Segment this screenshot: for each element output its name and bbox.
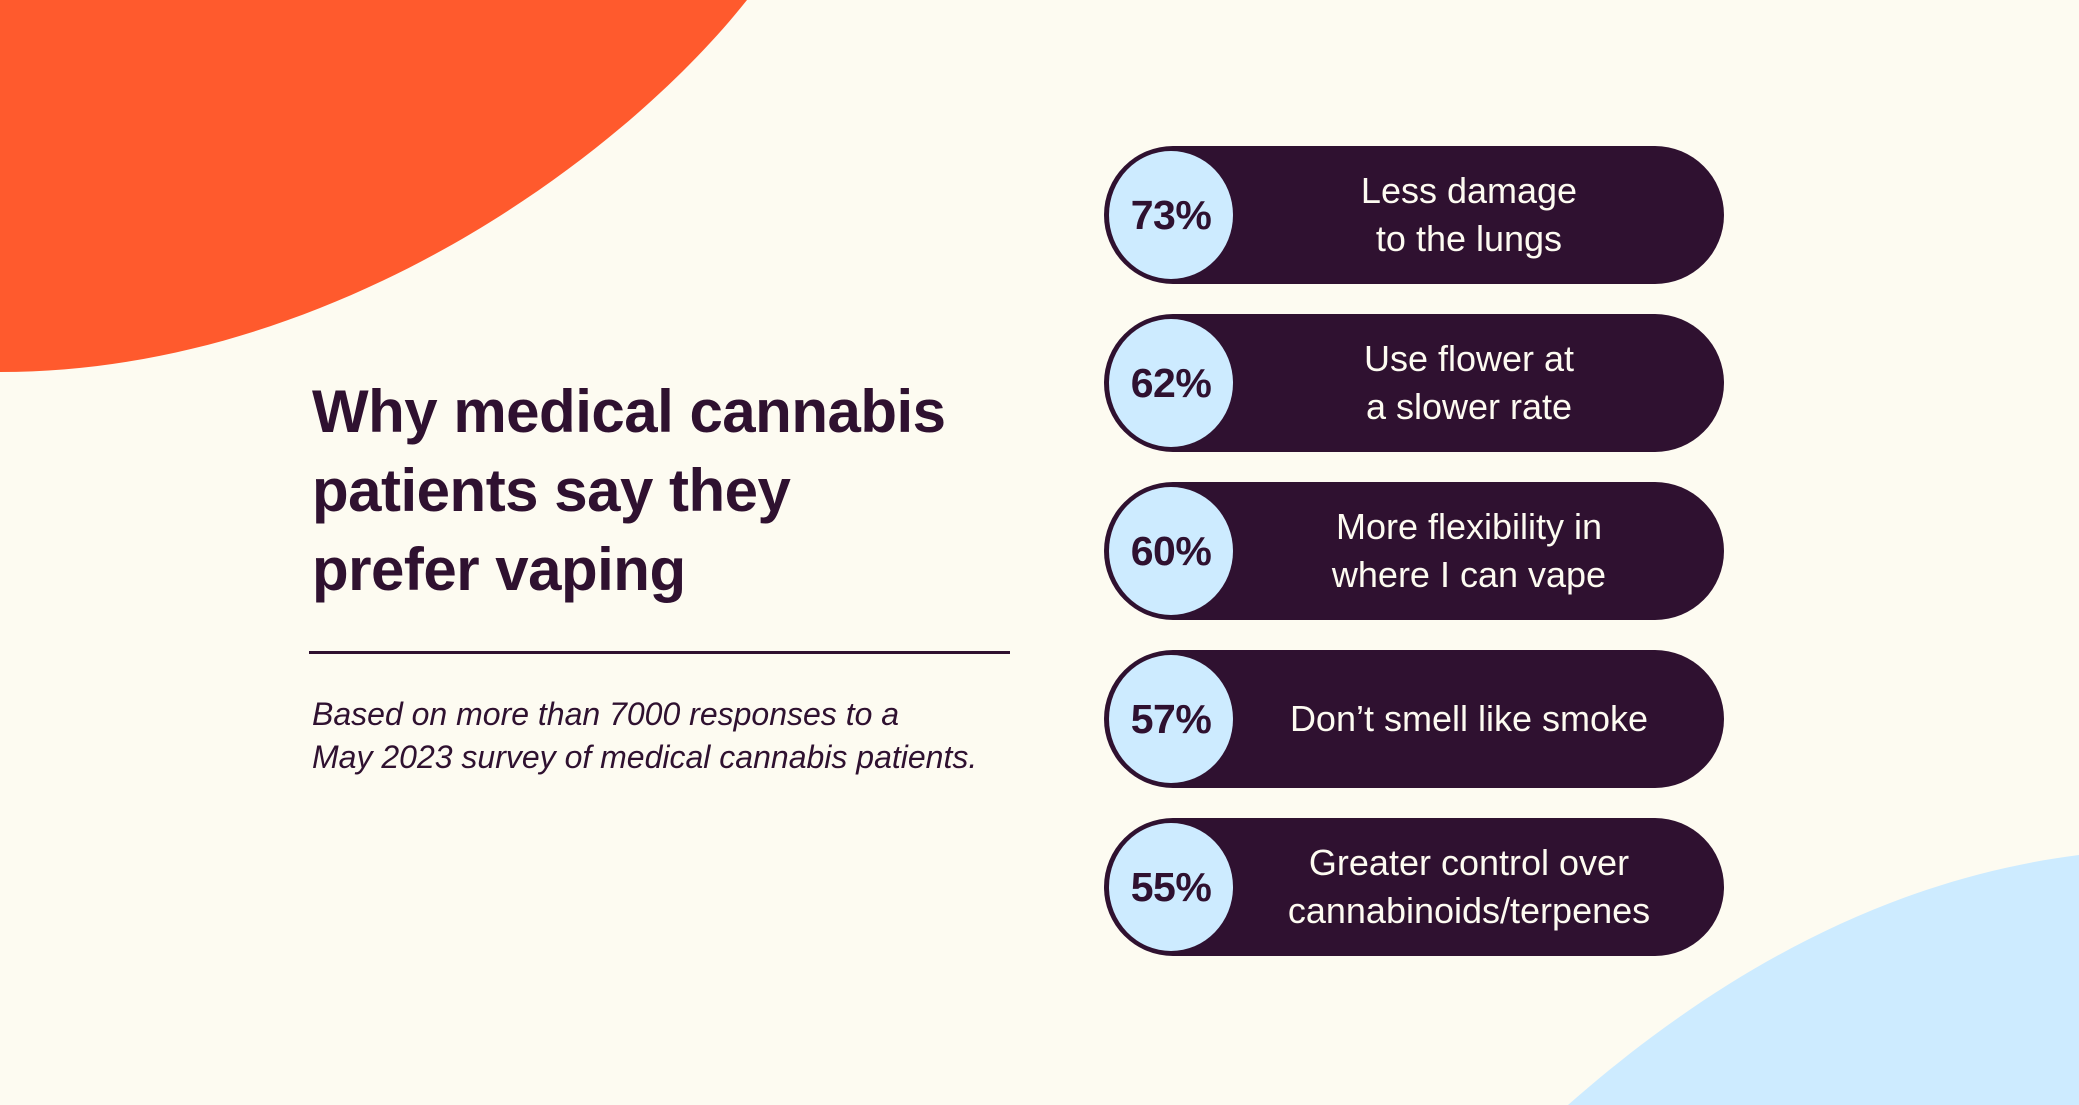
- survey-note: Based on more than 7000 responses to a M…: [312, 693, 1072, 779]
- reason-text: Less damage to the lungs: [1244, 146, 1694, 284]
- reason-line: where I can vape: [1331, 554, 1607, 595]
- reason-pill: 62% Use flower at a slower rate: [1104, 314, 1724, 452]
- percent-badge: 62%: [1109, 319, 1233, 447]
- title-line: patients say they: [312, 457, 791, 524]
- reason-pill: 73% Less damage to the lungs: [1104, 146, 1724, 284]
- reason-line: More flexibility in: [1335, 506, 1603, 547]
- title-line: prefer vaping: [312, 536, 686, 603]
- note-line: May 2023 survey of medical cannabis pati…: [312, 739, 978, 775]
- percent-badge: 55%: [1109, 823, 1233, 951]
- orange-circle-shape: [0, 0, 747, 372]
- reasons-list: 73% Less damage to the lungs 62% Use flo…: [1104, 146, 1724, 986]
- reason-line: Don’t smell like smoke: [1289, 698, 1649, 739]
- reason-line: Use flower at: [1363, 338, 1575, 379]
- reason-line: Greater control over: [1308, 842, 1630, 883]
- reason-line: a slower rate: [1365, 386, 1573, 427]
- reason-line: to the lungs: [1375, 218, 1563, 259]
- reason-line: cannabinoids/terpenes: [1287, 890, 1651, 931]
- divider: [309, 651, 1010, 654]
- reason-pill: 55% Greater control over cannabinoids/te…: [1104, 818, 1724, 956]
- page-title: Why medical cannabis patients say they p…: [312, 372, 1032, 609]
- blue-circle-shape: [1568, 855, 2079, 1105]
- reason-text: Use flower at a slower rate: [1244, 314, 1694, 452]
- reason-text: Greater control over cannabinoids/terpen…: [1244, 818, 1694, 956]
- reason-pill: 60% More flexibility in where I can vape: [1104, 482, 1724, 620]
- reason-text: Don’t smell like smoke: [1244, 650, 1694, 788]
- percent-badge: 60%: [1109, 487, 1233, 615]
- percent-badge: 73%: [1109, 151, 1233, 279]
- reason-line: Less damage: [1360, 170, 1578, 211]
- reason-text: More flexibility in where I can vape: [1244, 482, 1694, 620]
- percent-badge: 57%: [1109, 655, 1233, 783]
- title-line: Why medical cannabis: [312, 378, 946, 445]
- note-line: Based on more than 7000 responses to a: [312, 696, 900, 732]
- reason-pill: 57% Don’t smell like smoke: [1104, 650, 1724, 788]
